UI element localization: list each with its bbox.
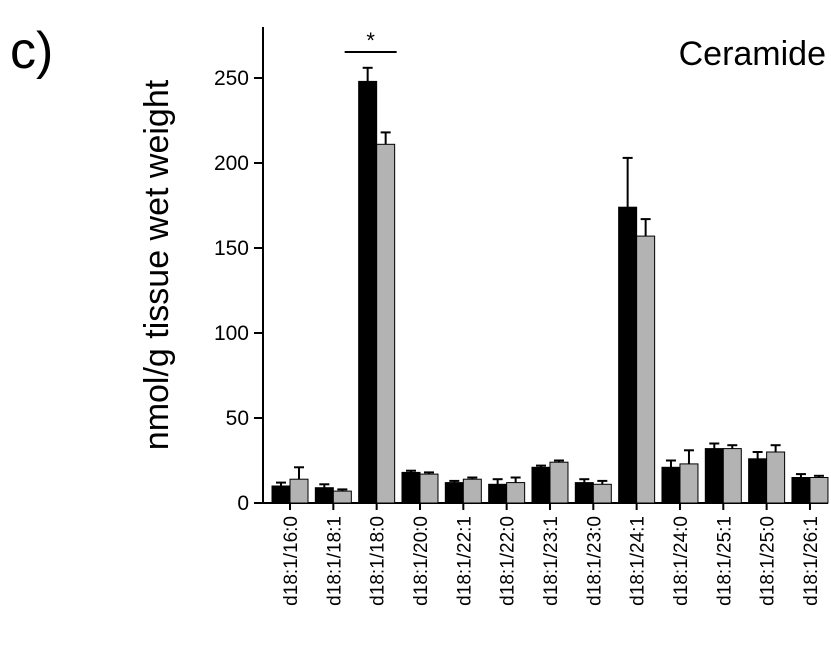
bar bbox=[574, 482, 594, 504]
y-axis-label: nmol/g tissue wet weight bbox=[138, 79, 176, 450]
bar bbox=[289, 478, 309, 504]
y-tick-label: 250 bbox=[214, 67, 249, 90]
bar bbox=[592, 483, 612, 504]
bar bbox=[488, 483, 508, 504]
bar bbox=[636, 235, 656, 504]
bar bbox=[791, 477, 811, 504]
y-tick-label: 0 bbox=[237, 492, 249, 515]
y-tick-label: 50 bbox=[226, 407, 249, 430]
bar bbox=[271, 485, 291, 504]
x-tick-label: d18:1/22:0 bbox=[498, 516, 519, 606]
bar bbox=[419, 473, 439, 504]
bar bbox=[704, 448, 724, 504]
x-tick-label: d18:1/22:1 bbox=[454, 516, 475, 606]
bar bbox=[531, 466, 551, 504]
x-tick-label: d18:1/24:1 bbox=[628, 516, 649, 606]
bar bbox=[462, 478, 482, 504]
x-tick-label: d18:1/25:0 bbox=[758, 516, 779, 606]
x-tick-label: d18:1/18:0 bbox=[368, 516, 389, 606]
bar bbox=[314, 487, 334, 504]
bar bbox=[748, 458, 768, 504]
bar bbox=[401, 471, 421, 504]
bar bbox=[549, 461, 569, 504]
bar bbox=[358, 80, 378, 504]
bar bbox=[332, 490, 352, 504]
x-tick-label: d18:1/23:1 bbox=[541, 516, 562, 606]
y-tick-label: 100 bbox=[214, 322, 249, 345]
bar bbox=[444, 482, 464, 504]
x-tick-label: d18:1/18:1 bbox=[324, 516, 345, 606]
bar bbox=[809, 477, 829, 504]
bar bbox=[618, 206, 638, 504]
bar bbox=[506, 482, 526, 504]
x-tick-label: d18:1/25:1 bbox=[714, 516, 735, 606]
bar bbox=[722, 448, 742, 504]
bar bbox=[661, 466, 681, 504]
x-tick-label: d18:1/20:0 bbox=[411, 516, 432, 606]
significance-label: * bbox=[366, 28, 375, 53]
x-tick-label: d18:1/16:0 bbox=[281, 516, 302, 606]
x-tick-label: d18:1/23:0 bbox=[584, 516, 605, 606]
x-tick-label: d18:1/24:0 bbox=[671, 516, 692, 606]
annotation: Ceramide bbox=[679, 35, 826, 73]
bar bbox=[766, 451, 786, 504]
bar bbox=[376, 143, 396, 504]
y-tick-label: 200 bbox=[214, 152, 249, 175]
bar bbox=[679, 463, 699, 504]
y-tick-label: 150 bbox=[214, 237, 249, 260]
panel-label: c) bbox=[10, 22, 53, 80]
x-tick-label: d18:1/26:1 bbox=[801, 516, 822, 606]
